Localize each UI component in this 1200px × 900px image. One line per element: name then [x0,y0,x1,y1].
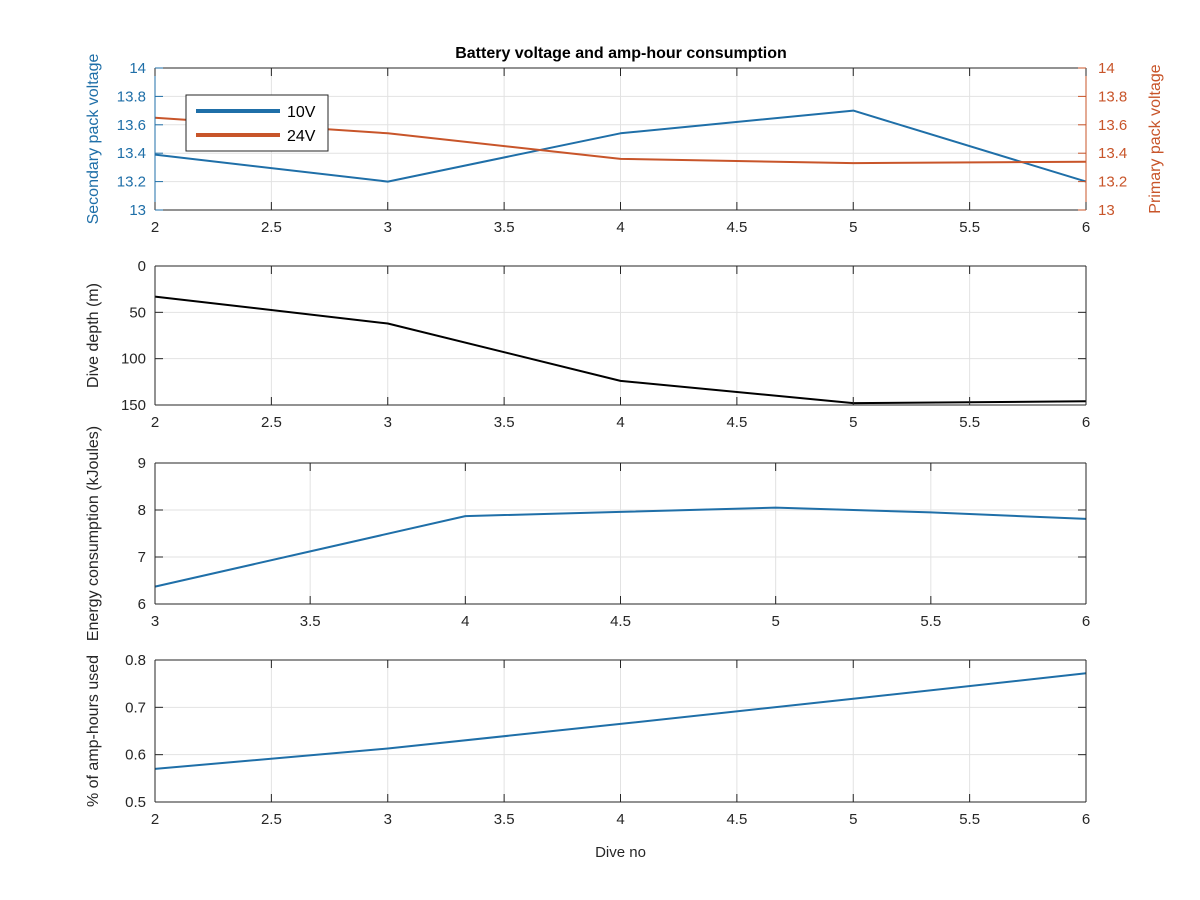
x-tick-label: 5 [771,613,779,630]
subplot-4: 2 2.5 3 3.5 4 4.5 5 5.5 6 0.5 0.6 0.7 0.8 % of amp-ho… [85,652,1090,861]
y-tick-label: 13 [129,202,146,219]
y-tick-label: 14 [129,60,146,77]
x-tick-label: 2 [151,219,159,236]
y-axis-label: Secondary pack voltage [85,54,102,225]
x-tick-label: 3 [384,219,392,236]
y-tick-label: 0.6 [125,747,146,764]
x-tick-label: 3 [384,414,392,431]
x-axis-label: Dive no [595,844,646,861]
x-tick-label: 5 [849,811,857,828]
x-tick-label: 4 [461,613,469,630]
x-tick-label: 6 [1082,219,1090,236]
legend-label: 10V [287,104,316,121]
x-tick-label: 2 [151,811,159,828]
y-tick-label: 13.8 [117,88,146,105]
x-tick-label: 3.5 [494,811,515,828]
y-axis-label: Energy consumption (kJoules) [85,426,102,641]
subplot-2: 2 2.5 3 3.5 4 4.5 5 5.5 6 0 50 100 150 Dive depth (m) [85,258,1090,431]
x-tick-label: 4 [616,219,624,236]
x-tick-label: 3.5 [494,414,515,431]
y-axis-label: % of amp-hours used [85,655,102,807]
y-tick-label: 0.7 [125,699,146,716]
x-tick-label: 5 [849,219,857,236]
x-tick-label: 4.5 [726,811,747,828]
x-tick-label: 2.5 [261,414,282,431]
y-tick-label: 7 [138,549,146,566]
x-tick-label: 4.5 [726,414,747,431]
legend-box [185,94,329,152]
x-tick-label: 2 [151,414,159,431]
x-tick-label: 6 [1082,613,1090,630]
y-tick-label: 13.4 [117,145,146,162]
x-tick-label: 3 [151,613,159,630]
y-tick-label: 100 [121,351,146,368]
legend-label: 24V [287,128,316,145]
y-tick-label-right: 13 [1098,202,1115,219]
x-tick-label: 4 [616,811,624,828]
y-tick-label: 6 [138,596,146,613]
y-tick-label-right: 13.8 [1098,88,1127,105]
subplot-1: 2 2.5 3 3.5 4 4.5 5 5.5 6 13 13.2 13.4 13.6 13.8 14 13 1… [85,54,1164,236]
x-tick-label: 2.5 [261,811,282,828]
chart-title: Battery voltage and amp-hour consumption [455,45,787,62]
y-tick-label: 150 [121,397,146,414]
plots-group: 2 2.5 3 3.5 4 4.5 5 5.5 6 13 13.2 13.4 13.6 13.8 14 13 1… [85,54,1164,861]
x-tick-label: 5.5 [959,219,980,236]
y-tick-label: 0.5 [125,794,146,811]
y-tick-label: 0 [138,258,146,275]
y-axis-label-right: Primary pack voltage [1147,64,1164,213]
x-tick-label: 5.5 [920,613,941,630]
x-tick-label: 5 [849,414,857,431]
x-tick-label: 4 [616,414,624,431]
x-tick-label: 2.5 [261,219,282,236]
y-tick-label: 50 [129,304,146,321]
y-tick-label: 0.8 [125,652,146,669]
y-tick-label: 8 [138,502,146,519]
y-tick-label-right: 13.2 [1098,174,1127,191]
x-tick-label: 3 [384,811,392,828]
x-tick-label: 5.5 [959,811,980,828]
y-tick-label-right: 13.4 [1098,145,1127,162]
subplot-3: 3 3.5 4 4.5 5 5.5 6 6 7 8 9 Energy consumption (kJo… [85,426,1090,641]
y-axis-label: Dive depth (m) [85,283,102,388]
x-tick-label: 5.5 [959,414,980,431]
y-tick-label: 13.2 [117,174,146,191]
x-tick-label: 3.5 [494,219,515,236]
x-tick-label: 6 [1082,414,1090,431]
y-tick-label-right: 14 [1098,60,1115,77]
x-tick-label: 3.5 [300,613,321,630]
y-tick-label: 9 [138,455,146,472]
y-tick-label: 13.6 [117,117,146,134]
y-tick-label-right: 13.6 [1098,117,1127,134]
x-tick-label: 4.5 [610,613,631,630]
x-tick-label: 6 [1082,811,1090,828]
x-tick-label: 4.5 [726,219,747,236]
